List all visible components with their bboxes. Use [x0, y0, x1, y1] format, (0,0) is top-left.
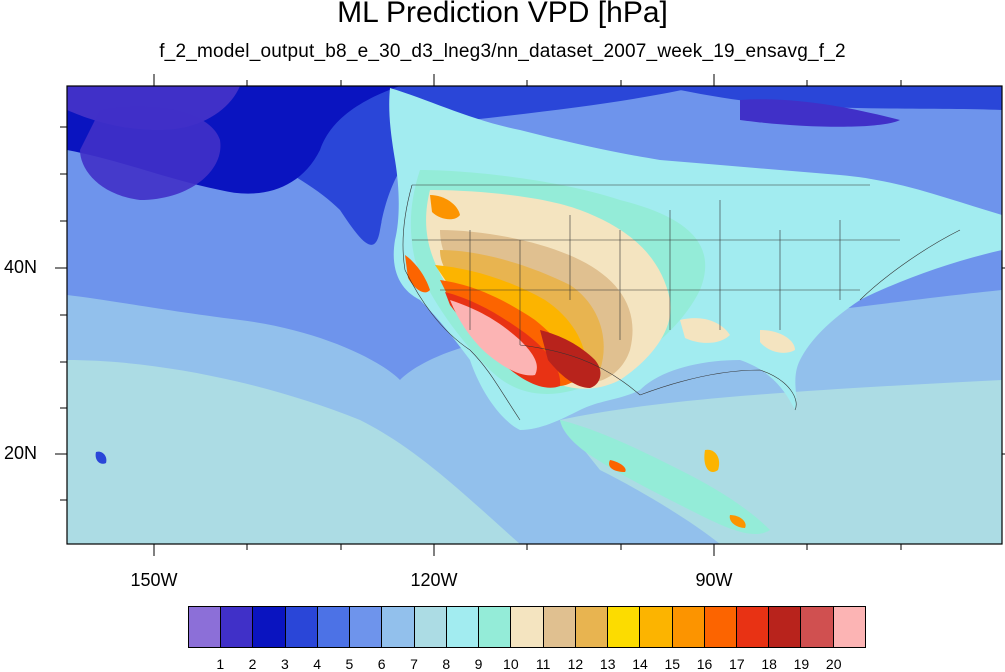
colorbar-swatch [543, 607, 576, 647]
colorbar-swatch [221, 607, 254, 647]
georgia-dry-patch [760, 330, 795, 353]
colorbar-label: 16 [696, 656, 713, 672]
colorbar-swatch [382, 607, 415, 647]
colorbar-swatch [640, 607, 673, 647]
cuba-hot-spot [704, 449, 720, 472]
map-field [67, 86, 1002, 544]
colorbar-swatch [704, 607, 737, 647]
subtropical-ocean [67, 360, 520, 544]
map-title: ML Prediction VPD [hPa] [337, 0, 668, 29]
colorbar-label: 8 [442, 656, 451, 672]
lon-label-90w: 90W [695, 570, 733, 590]
central-america-land [560, 420, 770, 535]
colorbar-label: 14 [632, 656, 648, 672]
colorbar-label: 17 [729, 656, 745, 672]
colorbar-swatch [479, 607, 512, 647]
colorbar [188, 606, 866, 648]
isthmus-hot-spot [729, 515, 746, 528]
hudson-bay-patch [740, 99, 900, 127]
colorbar-swatch [285, 607, 318, 647]
colorbar-label: 2 [248, 656, 257, 672]
southeast-dry-patch [680, 318, 730, 343]
map-subtitle: f_2_model_output_b8_e_30_d3_lneg3/nn_dat… [159, 41, 846, 62]
colorbar-swatch [769, 607, 802, 647]
gulf-caribbean-ocean [560, 380, 1002, 544]
yucatan-hot-spot [609, 460, 626, 472]
colorbar-swatch [317, 607, 351, 647]
colorbar-swatch [511, 607, 544, 647]
colorbar-label: 11 [535, 656, 551, 672]
colorbar-label: 18 [761, 656, 777, 672]
colorbar-label: 15 [664, 656, 681, 672]
colorbar-label: 4 [313, 656, 322, 672]
peak-zone [450, 300, 537, 376]
colorbar-label: 12 [567, 656, 584, 672]
colorbar-swatch [575, 607, 609, 647]
colorbar-swatch [833, 607, 865, 647]
lon-label-120w: 120W [410, 570, 458, 590]
hawaii-islands [95, 451, 107, 464]
lat-label-20n: 20N [4, 443, 38, 463]
colorbar-swatch [801, 607, 834, 647]
colorbar-swatch [446, 607, 480, 647]
colorbar-label: 6 [377, 656, 386, 672]
colorbar-label: 19 [793, 656, 810, 672]
mexico-peak-zone [540, 330, 601, 388]
colorbar-label: 9 [474, 656, 483, 672]
colorbar-label: 13 [599, 656, 616, 672]
colorbar-swatch [189, 607, 222, 647]
political-boundaries [402, 184, 961, 421]
colorbar-label: 3 [280, 656, 289, 672]
colorbar-swatch [736, 607, 770, 647]
colorbar-swatch [350, 607, 383, 647]
colorbar-label: 1 [216, 656, 225, 672]
colorbar-swatch [414, 607, 447, 647]
colorbar-swatch [608, 607, 641, 647]
lon-label-150w: 150W [130, 570, 178, 590]
colorbar-swatch [672, 607, 705, 647]
north-atlantic-dark [680, 86, 1002, 110]
lat-label-40n: 40N [4, 257, 38, 277]
pacific-low-patch [80, 106, 221, 200]
colorbar-label: 20 [825, 656, 842, 672]
california-coast-zone [405, 255, 430, 293]
colorbar-label: 5 [345, 656, 354, 672]
colorbar-label: 7 [410, 656, 418, 672]
colorbar-swatch [253, 607, 286, 647]
colorbar-label: 10 [503, 656, 519, 672]
oregon-patch [430, 195, 460, 220]
